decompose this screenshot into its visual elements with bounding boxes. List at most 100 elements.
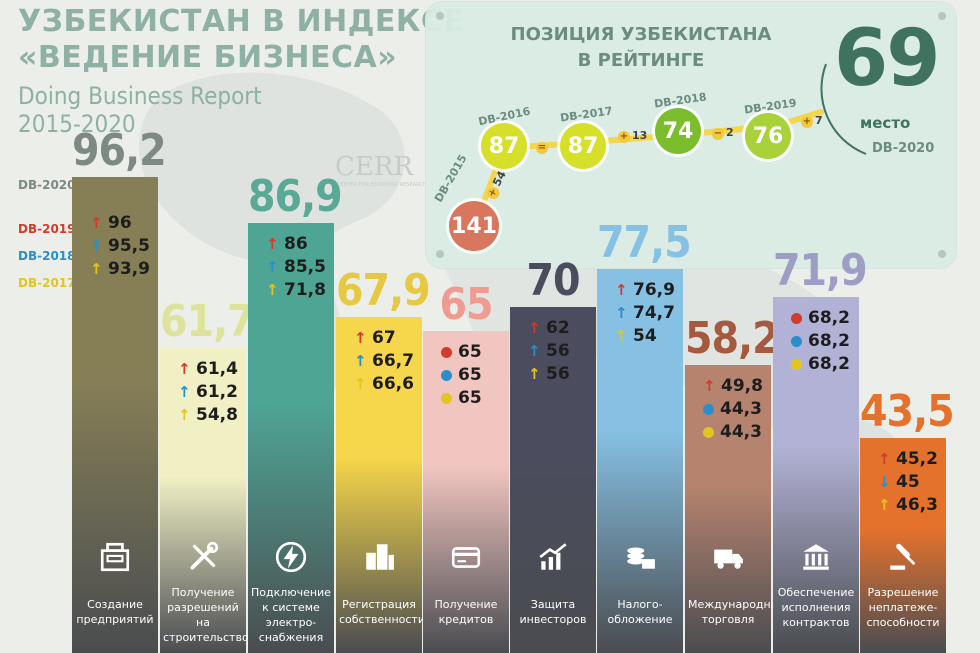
history-value: 45,2 <box>896 448 938 469</box>
bar-value-db2020: 61,7 <box>160 295 255 347</box>
lightning-icon <box>275 541 307 573</box>
rank-circle-db2017: 87 <box>560 123 606 169</box>
history-values: 65 65 65 <box>441 341 482 410</box>
current-rank-edition: DB-2020 <box>872 141 935 156</box>
history-row-db2017: 68,2 <box>791 353 850 376</box>
arrow-up-icon: ↑ <box>878 449 891 468</box>
rank-circle-db2019: 76 <box>745 113 791 159</box>
bar-value-db2020: 43,5 <box>860 385 955 437</box>
history-row-db2019: ↑ 45,2 <box>878 448 938 471</box>
category-label: Создание предприятий <box>76 597 154 626</box>
arrow-up-icon: ↑ <box>90 236 103 255</box>
history-value: 65 <box>458 342 482 363</box>
history-row-db2018: ↑ 66,7 <box>354 350 414 373</box>
bar-10: 43,5 ↑ 45,2 ↓ 45 ↑ 46,3 Разрешение неплатеже-сп… <box>860 386 955 653</box>
history-values: ↑ 86 ↑ 85,5 ↑ 71,8 <box>266 233 326 302</box>
current-rank: 69 <box>834 14 941 104</box>
history-values: ↑ 49,8 44,3 44,3 <box>703 375 763 444</box>
history-row-db2018: 65 <box>441 364 482 387</box>
history-value: 54 <box>633 326 657 347</box>
plus-icon: + <box>618 131 630 143</box>
screw-icon <box>436 12 444 20</box>
history-values: ↑ 96 ↑ 95,5 ↑ 93,9 <box>90 212 150 281</box>
category-label: Регистрация собственности <box>339 597 425 626</box>
rank-change: −2 <box>712 126 734 140</box>
history-row-db2019: ↑ 61,4 <box>178 358 238 381</box>
history-row-db2018: ↑ 95,5 <box>90 235 150 258</box>
rank-change: = <box>536 140 550 154</box>
history-value: 76,9 <box>633 280 675 301</box>
history-row-db2019: 65 <box>441 341 482 364</box>
history-row-db2019: ↑ 62 <box>528 317 570 340</box>
truck-icon <box>714 549 743 569</box>
bar-2: 61,7 ↑ 61,4 ↑ 61,2 ↑ 54,8 Получение разрешений … <box>160 296 255 653</box>
bar-value-db2020: 77,5 <box>597 217 692 269</box>
history-values: ↑ 67 ↑ 66,7 ↑ 66,6 <box>354 327 414 396</box>
ranking-title: ПОЗИЦИЯ УЗБЕКИСТАНА В РЕЙТИНГЕ <box>496 22 786 74</box>
history-value: 66,6 <box>372 373 414 394</box>
rank-change: +7 <box>801 114 823 128</box>
history-row-db2019: ↑ 49,8 <box>703 375 763 398</box>
bar-4: 67,9 ↑ 67 ↑ 66,7 ↑ 66,6 Регистрация собственнос… <box>336 265 431 653</box>
category-label: Обеспечение исполнения контрактов <box>777 585 855 629</box>
history-row-db2018: ↑ 56 <box>528 340 570 363</box>
bar-value-db2020: 86,9 <box>248 170 343 222</box>
arrow-up-icon: ↑ <box>178 359 191 378</box>
bar-value-db2020: 65 <box>439 279 493 331</box>
arrow-up-icon: ↑ <box>354 328 367 347</box>
gavel-icon <box>890 543 915 570</box>
history-row-db2019: ↑ 96 <box>90 212 150 235</box>
delta-value: 13 <box>632 129 648 142</box>
arrow-up-icon: ↑ <box>354 374 367 393</box>
bar-1: 96,2 ↑ 96 ↑ 95,5 ↑ 93,9 Создание предприятий <box>72 125 167 653</box>
history-value: 46,3 <box>896 494 938 515</box>
category-label: Международная торговля <box>688 597 785 626</box>
screw-icon <box>938 12 946 20</box>
history-row-db2019: 68,2 <box>791 307 850 330</box>
history-value: 54,8 <box>196 404 238 425</box>
delta-value: 7 <box>815 114 823 127</box>
bar-5: 65 65 65 65 Получение кредитов <box>423 279 509 653</box>
bar-value-db2020: 96,2 <box>72 124 167 176</box>
bar-value-db2020: 71,9 <box>773 245 868 297</box>
history-value: 61,2 <box>196 381 238 402</box>
big-rank-arc <box>820 63 867 155</box>
bar-9: 71,9 68,2 68,2 68,2 Обеспечение исполнения к… <box>773 245 868 653</box>
arrow-up-icon: ↑ <box>528 364 541 383</box>
city-icon <box>366 544 394 570</box>
arrow-up-icon: ↑ <box>90 213 103 232</box>
no-change-dot-icon <box>791 336 802 348</box>
history-row-db2018: ↑ 74,7 <box>615 302 675 325</box>
arrow-up-icon: ↑ <box>615 281 628 300</box>
legend-db2019: DB-2019 <box>18 222 76 236</box>
history-value: 85,5 <box>284 256 326 277</box>
arrow-up-icon: ↑ <box>90 259 103 278</box>
category-label: Разрешение неплатеже-способности <box>866 585 940 629</box>
history-row-db2018: ↑ 85,5 <box>266 256 326 279</box>
arrow-up-icon: ↑ <box>528 318 541 337</box>
arrow-up-icon: ↑ <box>703 376 716 395</box>
history-row-db2018: 68,2 <box>791 330 850 353</box>
bar-3: 86,9 ↑ 86 ↑ 85,5 ↑ 71,8 Подключение к системе э… <box>248 171 343 653</box>
subtitle: Doing Business Report <box>18 82 262 110</box>
credit-card-icon <box>451 547 481 568</box>
legend-db2020: DB-2020 <box>18 178 76 192</box>
history-value: 62 <box>546 317 570 338</box>
screw-icon <box>938 250 946 258</box>
cerr-watermark: CERR <box>335 152 414 182</box>
bar-7: 77,5 ↑ 76,9 ↑ 74,7 ↑ 54 Налого-обложение <box>597 217 692 653</box>
no-change-dot-icon <box>703 426 714 438</box>
history-row-db2019: ↑ 86 <box>266 233 326 256</box>
arrow-up-icon: ↑ <box>615 327 628 346</box>
history-row-db2019: ↑ 67 <box>354 327 414 350</box>
minus-icon: − <box>712 128 724 140</box>
history-value: 56 <box>546 340 570 361</box>
screw-icon <box>436 250 444 258</box>
delta-value: 2 <box>726 126 734 139</box>
history-row-db2017: ↑ 66,6 <box>354 373 414 396</box>
tools-icon <box>190 541 219 570</box>
ranking-title-line-2: В РЕЙТИНГЕ <box>577 50 705 71</box>
history-value: 44,3 <box>720 398 762 419</box>
no-change-dot-icon <box>441 393 452 405</box>
rank-circle-db2016: 87 <box>481 123 527 169</box>
